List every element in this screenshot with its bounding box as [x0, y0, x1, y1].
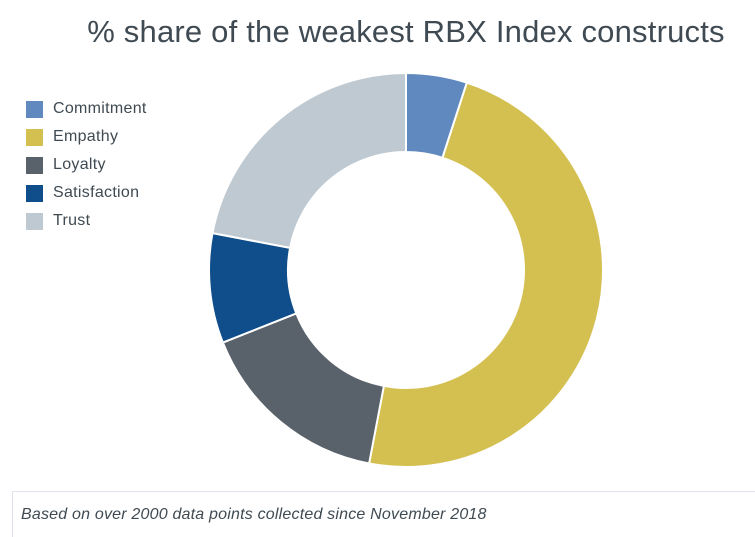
donut-slice-trust [211, 71, 407, 250]
donut-slice-loyalty [221, 312, 386, 465]
legend-swatch [26, 128, 43, 146]
legend-label: Empathy [53, 128, 119, 145]
legend-label: Satisfaction [53, 184, 140, 201]
legend-swatch [26, 212, 43, 230]
legend-label: Loyalty [53, 156, 106, 173]
legend-item-empathy: Empathy [26, 123, 147, 151]
legend-label: Trust [53, 212, 91, 229]
legend-item-trust: Trust [26, 207, 147, 235]
legend-label: Commitment [53, 100, 147, 117]
legend-swatch [26, 156, 43, 174]
legend-item-loyalty: Loyalty [26, 151, 147, 179]
chart-footnote: Based on over 2000 data points collected… [12, 491, 755, 537]
chart-legend: Commitment Empathy Loyalty Satisfaction Trus… [26, 95, 147, 235]
legend-item-commitment: Commitment [26, 95, 147, 123]
legend-swatch [26, 100, 43, 118]
legend-swatch [26, 184, 43, 202]
chart-title: % share of the weakest RBX Index constru… [87, 14, 725, 49]
donut-chart [208, 71, 604, 468]
legend-item-satisfaction: Satisfaction [26, 179, 147, 207]
donut-slice-empathy [367, 81, 604, 468]
